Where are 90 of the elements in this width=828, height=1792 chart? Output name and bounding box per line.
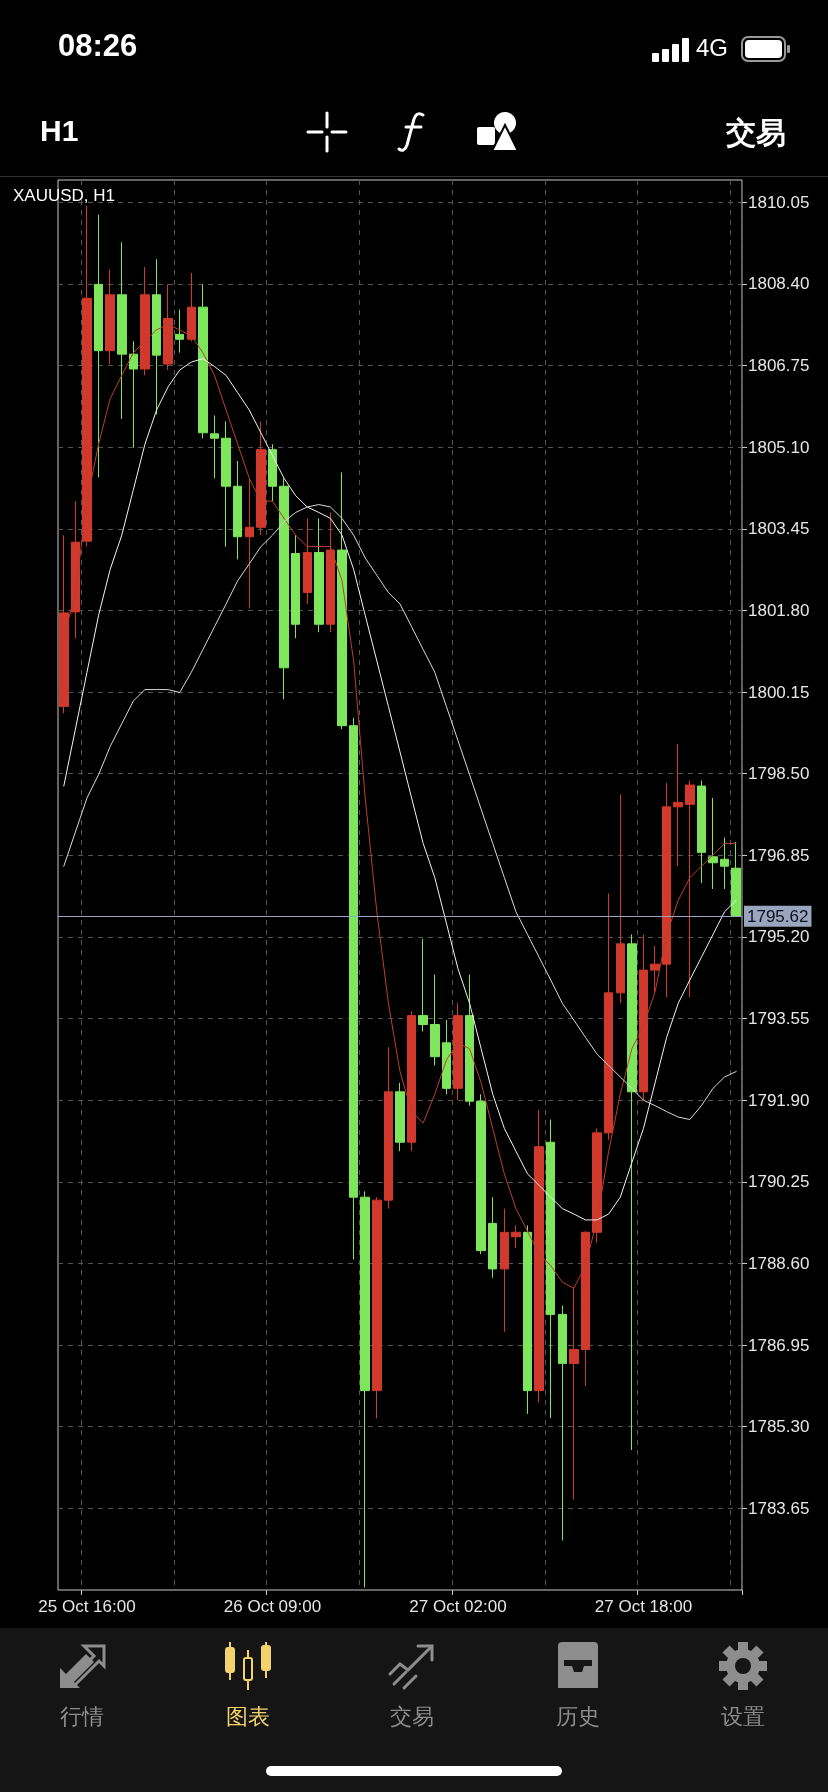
candlestick [558,1305,567,1542]
candlestick [59,534,69,714]
y-tick-label: 1808.40 [748,274,810,294]
candlestick [627,933,637,1451]
candlestick [442,1019,451,1095]
candlestick [418,938,428,1032]
y-tick-label: 1793.55 [748,1009,810,1029]
candlestick [430,974,440,1067]
line-series [63,504,737,1121]
candlestick [395,1082,405,1152]
candlestick [465,974,474,1107]
candlestick [117,241,127,420]
chart-title: XAUUSD, H1 [13,186,116,205]
y-tick-label: 1795.20 [748,927,810,947]
candlestick [303,517,312,605]
candlestick [129,340,138,449]
y-tick-label: 1805.10 [748,437,810,457]
candlestick [326,511,335,633]
text: 4G [696,34,729,62]
text: 交易 [390,1703,434,1731]
candlestick [546,1119,555,1419]
y-tick-label: 1798.50 [748,764,810,784]
candlestick [163,283,173,371]
candlestick [685,780,695,998]
x-tick-label: 25 Oct 16:00 [38,1597,136,1616]
candlestick [349,717,358,1261]
x-tick-label: 27 Oct 18:00 [594,1597,693,1616]
candlestick [523,1224,532,1415]
candlestick [94,214,103,478]
candlestick [187,272,196,342]
text: H1 [40,114,79,148]
text: 设置 [721,1703,765,1731]
text: 历史 [556,1703,600,1731]
candlestick [360,1190,370,1589]
candlestick [337,471,347,730]
candlestick [639,933,648,1101]
candlestick [175,309,184,354]
candlestick [256,420,266,536]
candlestick [221,420,231,548]
candlestick [488,1196,497,1279]
text: 行情 [60,1703,104,1731]
y-tick-label: 1790.25 [748,1172,810,1192]
y-tick-label: 1801.80 [748,600,810,620]
candlestick [708,797,718,890]
candlestick [720,837,729,890]
candlestick [476,1093,486,1255]
candlestick [291,534,300,639]
candlestick [616,793,625,1004]
text: 交易 [726,115,786,151]
candlestick [198,283,208,439]
candlestick [268,443,277,502]
candlestick [511,1224,521,1249]
candlestick [245,477,254,609]
candlestick [372,1196,382,1419]
candlestick [210,414,219,479]
x-tick-label: 26 Oct 09:00 [223,1597,322,1616]
y-tick-label: 1810.05 [748,192,810,212]
y-tick-label: 1783.65 [748,1498,810,1518]
ref-line-label: 1795.62 [747,906,809,926]
y-tick-label: 1803.45 [748,519,810,539]
candlestick [279,477,289,700]
candlestick [569,1287,579,1500]
y-tick-label: 1791.90 [748,1090,810,1110]
candlestick [500,1208,509,1333]
y-tick-label: 1800.15 [748,682,810,702]
candlestick [152,258,161,416]
candlestick [604,892,613,1141]
candlestick [105,269,115,365]
candlestick [82,205,92,548]
y-tick-label: 1806.75 [748,356,810,376]
text: 图表 [226,1703,270,1731]
text: 08:26 [58,28,138,64]
y-tick-label: 1788.60 [748,1253,810,1273]
candlestick [662,782,671,998]
y-tick-label: 1786.95 [748,1335,810,1355]
candlestick [140,266,150,376]
candlestick [697,780,706,884]
candlestick [592,1127,602,1244]
candlestick [314,517,324,633]
candlestick [534,1109,544,1403]
x-tick-label: 27 Oct 02:00 [409,1597,507,1616]
candlestick [407,1010,416,1152]
candlestick [673,743,683,867]
candlestick [650,945,660,993]
candlestick [453,1002,463,1101]
y-tick-label: 1796.85 [748,845,810,865]
candlestick [581,1230,590,1387]
candlestick [233,460,242,560]
y-tick-label: 1785.30 [748,1417,810,1437]
candlestick [384,1046,393,1210]
